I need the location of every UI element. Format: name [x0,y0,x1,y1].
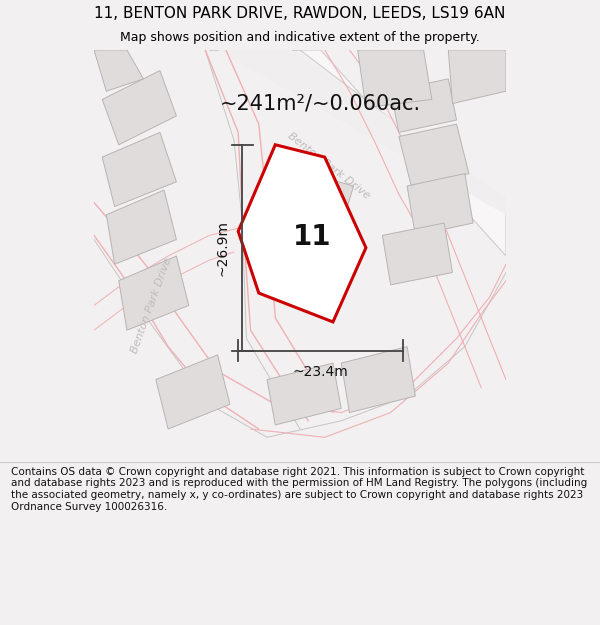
Text: Benton Park Drive: Benton Park Drive [286,130,372,201]
Polygon shape [399,124,469,186]
Text: 11: 11 [292,222,331,251]
Polygon shape [94,50,143,91]
Polygon shape [102,71,176,145]
Text: Contains OS data © Crown copyright and database right 2021. This information is : Contains OS data © Crown copyright and d… [11,467,587,512]
Polygon shape [287,174,353,256]
Polygon shape [391,79,457,132]
Polygon shape [106,190,176,264]
Polygon shape [218,50,506,215]
Text: Benton Park Drive: Benton Park Drive [130,256,173,355]
Polygon shape [382,223,452,285]
Polygon shape [267,363,341,425]
Polygon shape [119,256,189,330]
Text: ~241m²/~0.060ac.: ~241m²/~0.060ac. [220,94,421,114]
Text: ~26.9m: ~26.9m [216,220,230,276]
Polygon shape [341,347,415,413]
Polygon shape [238,145,366,322]
Polygon shape [102,132,176,206]
Polygon shape [358,50,432,108]
Polygon shape [407,174,473,236]
Polygon shape [156,355,230,429]
Text: 11, BENTON PARK DRIVE, RAWDON, LEEDS, LS19 6AN: 11, BENTON PARK DRIVE, RAWDON, LEEDS, LS… [94,6,506,21]
Text: Map shows position and indicative extent of the property.: Map shows position and indicative extent… [120,31,480,44]
Polygon shape [254,223,320,298]
Polygon shape [209,50,506,256]
Text: ~23.4m: ~23.4m [293,365,349,379]
Polygon shape [448,50,506,104]
